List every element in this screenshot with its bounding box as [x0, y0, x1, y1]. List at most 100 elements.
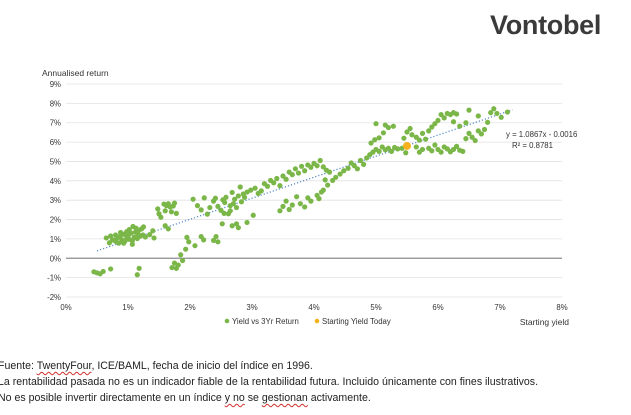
data-point [215, 239, 221, 245]
data-point [373, 121, 379, 127]
data-point [171, 200, 178, 206]
data-point [250, 212, 256, 218]
data-point [337, 171, 343, 177]
data-point [168, 209, 174, 215]
data-point [368, 140, 374, 146]
footer-notes: Fuente: TwentyFour, ICE/BAML, fecha de i… [0, 358, 631, 406]
disclaimer-part-a: No es posible invertir directamente en u… [0, 392, 225, 404]
source-note: Fuente: TwentyFour, ICE/BAML, fecha de i… [0, 358, 631, 374]
data-point [325, 182, 331, 188]
trendline-path [96, 109, 513, 252]
data-point [140, 224, 147, 230]
vontobel-logo: Vontobel [490, 10, 602, 40]
data-point [395, 146, 401, 152]
data-point [345, 165, 351, 171]
highlight-points [403, 141, 411, 150]
data-point [297, 201, 303, 207]
data-point [318, 189, 325, 195]
data-point [450, 119, 457, 125]
data-point [308, 198, 314, 204]
x-tick-labels: 0% 1% 2% 3% 4% 5% 6% 7% 8% [60, 303, 567, 312]
data-point [155, 206, 161, 212]
data-point [162, 208, 168, 214]
trendline-r-squared: R² = 0.8781 [512, 141, 553, 150]
data-point [212, 195, 219, 201]
data-point [233, 221, 240, 227]
data-point [460, 148, 466, 154]
y-tick-label: 4% [50, 177, 61, 186]
x-tick-label: 1% [122, 303, 133, 312]
data-point [103, 235, 109, 241]
data-point [277, 208, 283, 214]
x-tick-label: 6% [432, 303, 443, 312]
data-point [491, 106, 497, 112]
y-tick-label: 1% [50, 235, 61, 244]
source-prefix: Fuente: [0, 360, 37, 372]
data-point [230, 201, 236, 207]
data-point [407, 125, 413, 132]
data-point [472, 137, 478, 144]
data-point [264, 183, 271, 189]
disclaimer-part-d: gestionan [261, 392, 308, 404]
data-point [215, 203, 221, 209]
data-point [140, 232, 146, 238]
data-point [380, 130, 387, 136]
data-point [167, 204, 173, 210]
data-point [223, 194, 229, 200]
data-point [108, 233, 114, 239]
data-point [201, 237, 207, 243]
data-point [108, 266, 114, 272]
data-point [194, 203, 201, 209]
legend-marker-series [224, 318, 230, 324]
data-point [432, 142, 438, 148]
data-point [198, 207, 204, 213]
x-tick-label: 3% [246, 303, 257, 312]
data-point [333, 174, 339, 180]
data-point [158, 214, 164, 220]
data-point [498, 114, 504, 120]
data-point [364, 155, 370, 161]
data-point [229, 223, 235, 229]
data-point [248, 187, 254, 193]
disclaimer-part-e: activamente. [307, 392, 371, 404]
data-point [305, 195, 311, 201]
y-tick-label: 0% [50, 254, 61, 263]
data-point [221, 210, 227, 216]
x-tick-label: 4% [308, 303, 319, 312]
data-point [241, 194, 248, 200]
data-point [183, 246, 189, 252]
data-point [317, 157, 323, 164]
data-point [151, 235, 157, 241]
data-point [463, 136, 469, 142]
data-point [232, 196, 238, 202]
data-point [376, 135, 382, 141]
data-point [409, 132, 415, 138]
data-point [463, 120, 469, 126]
data-point [165, 226, 171, 232]
data-point [302, 168, 308, 174]
data-point [441, 115, 447, 121]
data-point [280, 173, 286, 179]
y-tick-label: 3% [50, 196, 61, 205]
data-point [280, 203, 286, 209]
data-point [426, 128, 432, 134]
data-point [210, 237, 217, 244]
data-point [404, 129, 410, 135]
data-point [454, 111, 460, 117]
data-point [286, 206, 292, 213]
data-point [178, 252, 184, 258]
x-tick-label: 7% [494, 303, 505, 312]
data-point [299, 163, 305, 169]
data-point [186, 239, 192, 245]
y-axis-title: Annualised return [42, 68, 109, 78]
data-point [207, 204, 213, 211]
data-point [229, 189, 235, 196]
data-point [419, 146, 426, 153]
data-point [423, 136, 429, 142]
data-point [121, 240, 127, 246]
data-point [227, 208, 233, 214]
data-point [204, 211, 210, 217]
data-point [233, 204, 240, 211]
data-point [435, 117, 441, 124]
data-point [316, 196, 322, 202]
